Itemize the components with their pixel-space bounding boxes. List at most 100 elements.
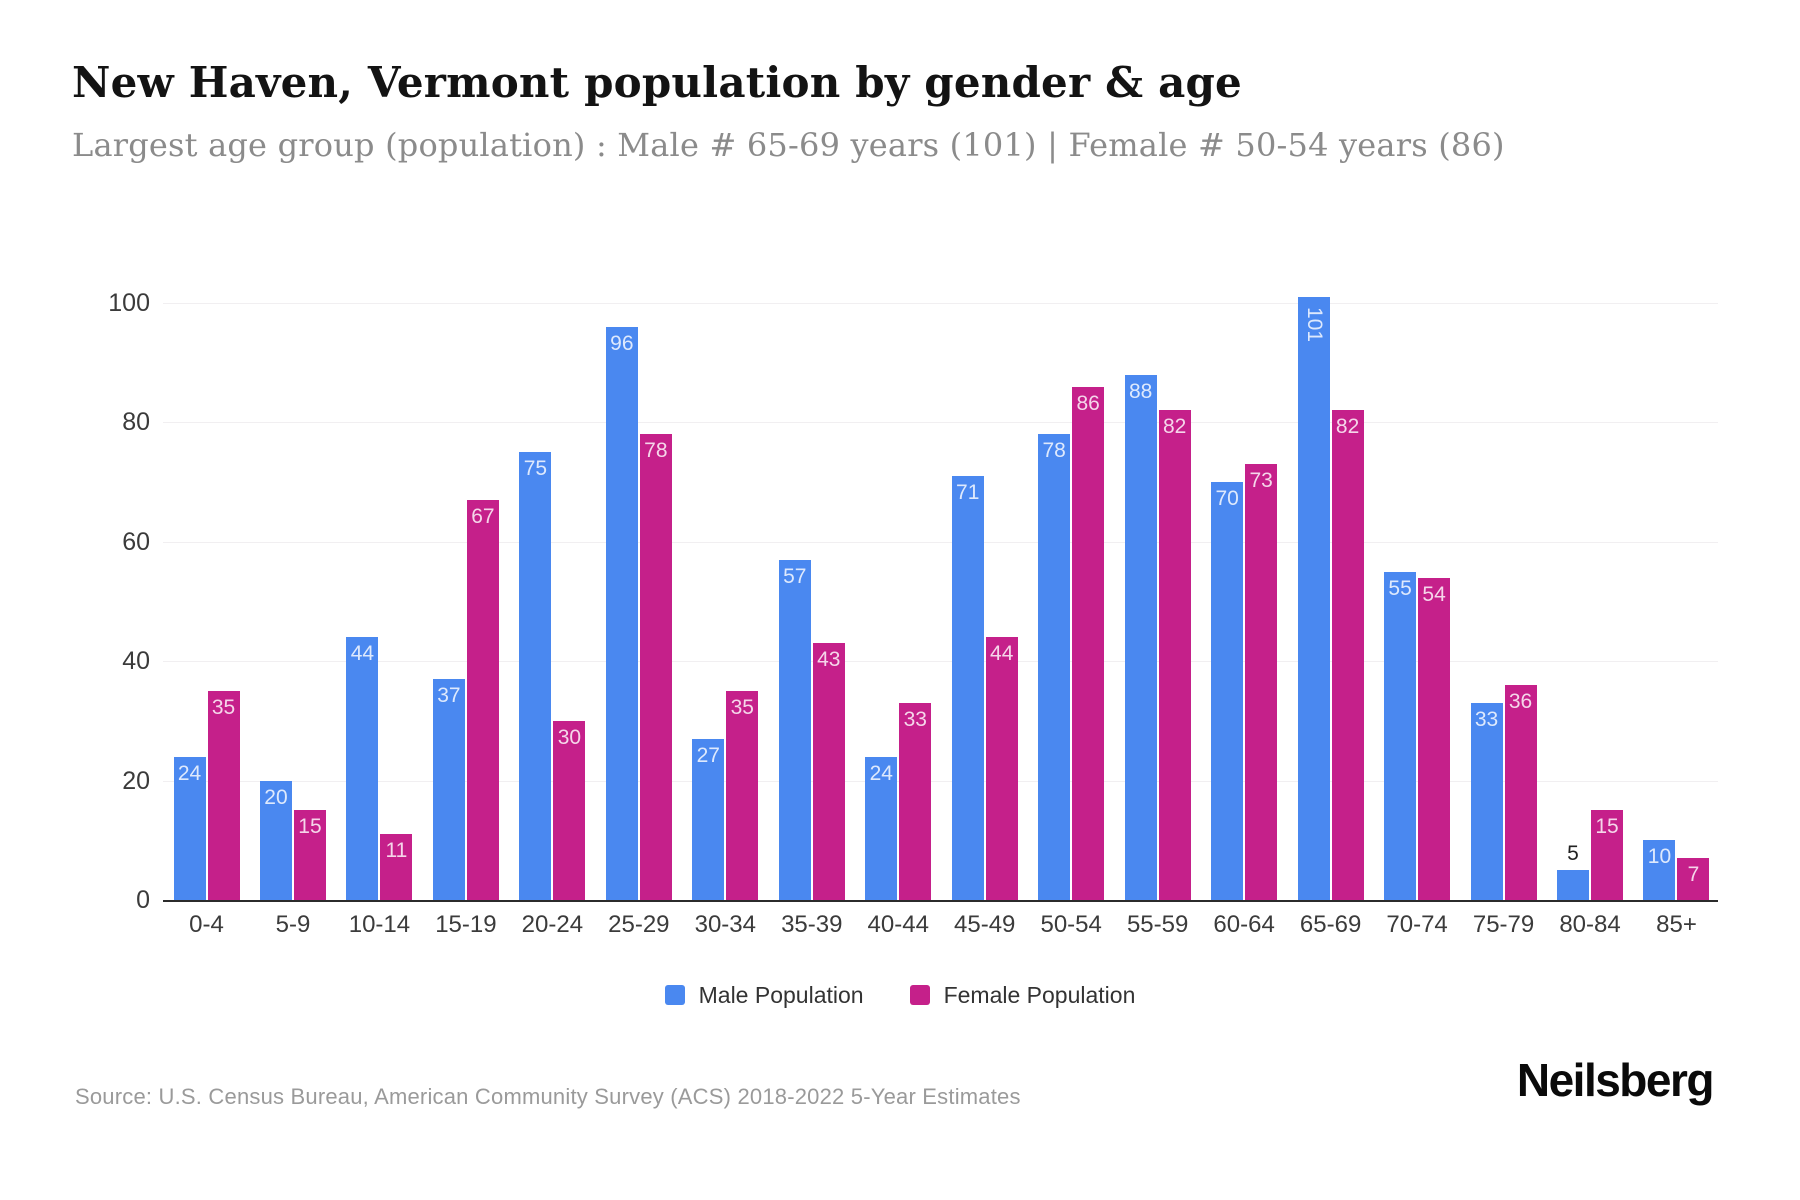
bar-value-label: 44 xyxy=(350,642,375,666)
bar-male-0-4[interactable]: 24 xyxy=(173,756,206,900)
bar-female-70-74[interactable]: 54 xyxy=(1418,577,1451,900)
y-tick-label-40: 40 xyxy=(122,647,150,676)
y-tick-label-80: 80 xyxy=(122,408,150,437)
chart-subtitle: Largest age group (population) : Male # … xyxy=(72,126,1505,164)
legend-label: Male Population xyxy=(698,982,864,1008)
bar-value-label: 67 xyxy=(471,505,495,528)
bar-value-label: 33 xyxy=(1474,707,1499,731)
bar-value-label: 57 xyxy=(783,564,807,588)
bar-female-35-39[interactable]: 43 xyxy=(812,643,845,900)
legend-swatch-icon xyxy=(664,985,685,1005)
bar-female-0-4[interactable]: 35 xyxy=(207,691,240,900)
y-tick-label-0: 0 xyxy=(136,886,150,914)
bar-female-50-54[interactable]: 86 xyxy=(1072,386,1105,900)
bar-value-label: 82 xyxy=(1335,415,1360,439)
bar-male-80-84[interactable]: 5 xyxy=(1557,842,1590,900)
gridline-y-80 xyxy=(163,422,1718,424)
bar-female-5-9[interactable]: 15 xyxy=(293,810,326,900)
bar-male-5-9[interactable]: 20 xyxy=(259,780,292,900)
bar-female-45-49[interactable]: 44 xyxy=(985,637,1018,900)
bar-value-label: 82 xyxy=(1162,415,1187,439)
chart-title: New Haven, Vermont population by gender … xyxy=(72,58,1242,107)
bar-female-15-19[interactable]: 67 xyxy=(466,500,499,900)
bar-value-label: 37 xyxy=(437,684,461,708)
bar-female-30-34[interactable]: 35 xyxy=(726,691,759,900)
legend-item-male[interactable]: Male Population xyxy=(664,982,864,1008)
y-tick-label-20: 20 xyxy=(122,766,150,795)
bar-value-label: 27 xyxy=(696,743,720,767)
bar-value-label: 73 xyxy=(1249,469,1273,493)
bar-female-80-84[interactable]: 15 xyxy=(1591,810,1624,900)
bar-male-15-19[interactable]: 37 xyxy=(432,679,465,900)
x-tick-label-10-14: 10-14 xyxy=(348,911,411,938)
bar-male-35-39[interactable]: 57 xyxy=(778,559,811,900)
x-tick-label-50-54: 50-54 xyxy=(1040,911,1102,938)
bar-female-55-59[interactable]: 82 xyxy=(1158,410,1191,900)
bar-value-label: 7 xyxy=(1687,863,1700,887)
legend-swatch-icon xyxy=(909,985,930,1005)
x-tick-label-25-29: 25-29 xyxy=(608,911,670,938)
bar-female-60-64[interactable]: 73 xyxy=(1245,464,1278,900)
bar-female-20-24[interactable]: 30 xyxy=(553,720,586,900)
x-tick-label-65-69: 65-69 xyxy=(1299,911,1362,938)
bar-female-65-69[interactable]: 82 xyxy=(1331,410,1364,900)
bar-value-label: 20 xyxy=(264,785,288,809)
x-tick-label-85+: 85+ xyxy=(1656,911,1697,938)
bar-value-label: 35 xyxy=(211,696,236,720)
x-tick-label-80-84: 80-84 xyxy=(1559,911,1621,938)
bar-female-25-29[interactable]: 78 xyxy=(639,434,672,900)
bar-male-40-44[interactable]: 24 xyxy=(865,756,898,900)
bar-value-label: 33 xyxy=(903,707,927,731)
bar-value-label: 44 xyxy=(990,642,1014,666)
bar-male-10-14[interactable]: 44 xyxy=(346,637,379,900)
x-axis-line xyxy=(163,900,1718,902)
bar-male-70-74[interactable]: 55 xyxy=(1384,571,1417,900)
x-tick-label-55-59: 55-59 xyxy=(1126,911,1189,938)
legend-item-female[interactable]: Female Population xyxy=(909,982,1136,1008)
x-tick-label-35-39: 35-39 xyxy=(781,911,843,938)
x-tick-label-30-34: 30-34 xyxy=(694,911,756,938)
bar-male-30-34[interactable]: 27 xyxy=(692,738,725,900)
bar-value-label: 24 xyxy=(177,761,202,785)
y-tick-label-100: 100 xyxy=(108,289,150,317)
gridline-y-20 xyxy=(163,780,1718,782)
x-tick-label-15-19: 15-19 xyxy=(435,911,497,938)
bar-value-label: 36 xyxy=(1508,690,1533,714)
source-text: Source: U.S. Census Bureau, American Com… xyxy=(75,1084,1021,1109)
x-tick-label-70-74: 70-74 xyxy=(1386,911,1448,938)
bar-value-label: 55 xyxy=(1388,576,1412,600)
bar-value-label: 10 xyxy=(1647,845,1672,869)
bar-female-75-79[interactable]: 36 xyxy=(1504,685,1537,900)
bar-male-45-49[interactable]: 71 xyxy=(951,476,984,900)
bar-value-label: 78 xyxy=(1042,439,1066,463)
bar-male-25-29[interactable]: 96 xyxy=(605,326,638,900)
bar-value-label: 15 xyxy=(298,815,322,839)
gridline-y-40 xyxy=(163,661,1718,663)
bar-value-label: 54 xyxy=(1422,582,1446,606)
x-tick-label-20-24: 20-24 xyxy=(521,911,584,938)
bar-male-85+[interactable]: 10 xyxy=(1643,840,1676,900)
y-tick-label-60: 60 xyxy=(122,527,150,556)
bar-value-label: 11 xyxy=(385,839,408,863)
bar-value-label: 30 xyxy=(557,725,582,749)
bar-female-40-44[interactable]: 33 xyxy=(899,702,932,900)
bar-male-55-59[interactable]: 88 xyxy=(1124,374,1157,900)
x-tick-label-5-9: 5-9 xyxy=(275,911,311,938)
bar-value-label: 96 xyxy=(610,331,634,355)
bar-female-85+[interactable]: 7 xyxy=(1677,858,1710,900)
bar-value-label: 43 xyxy=(817,648,841,672)
bar-male-75-79[interactable]: 33 xyxy=(1470,702,1503,900)
bar-value-label: 78 xyxy=(644,439,668,463)
bar-male-65-69[interactable]: 101 xyxy=(1297,297,1330,900)
legend-label: Female Population xyxy=(943,982,1136,1008)
bar-male-20-24[interactable]: 75 xyxy=(519,452,552,900)
bar-male-60-64[interactable]: 70 xyxy=(1211,482,1244,900)
legend: Male Population Female Population xyxy=(0,978,1800,1012)
bar-female-10-14[interactable]: 11 xyxy=(380,834,413,900)
bar-value-label: 88 xyxy=(1128,379,1153,403)
x-tick-label-75-79: 75-79 xyxy=(1472,911,1535,938)
bar-male-50-54[interactable]: 78 xyxy=(1038,434,1071,900)
bar-value-label: 5 xyxy=(1567,842,1579,866)
